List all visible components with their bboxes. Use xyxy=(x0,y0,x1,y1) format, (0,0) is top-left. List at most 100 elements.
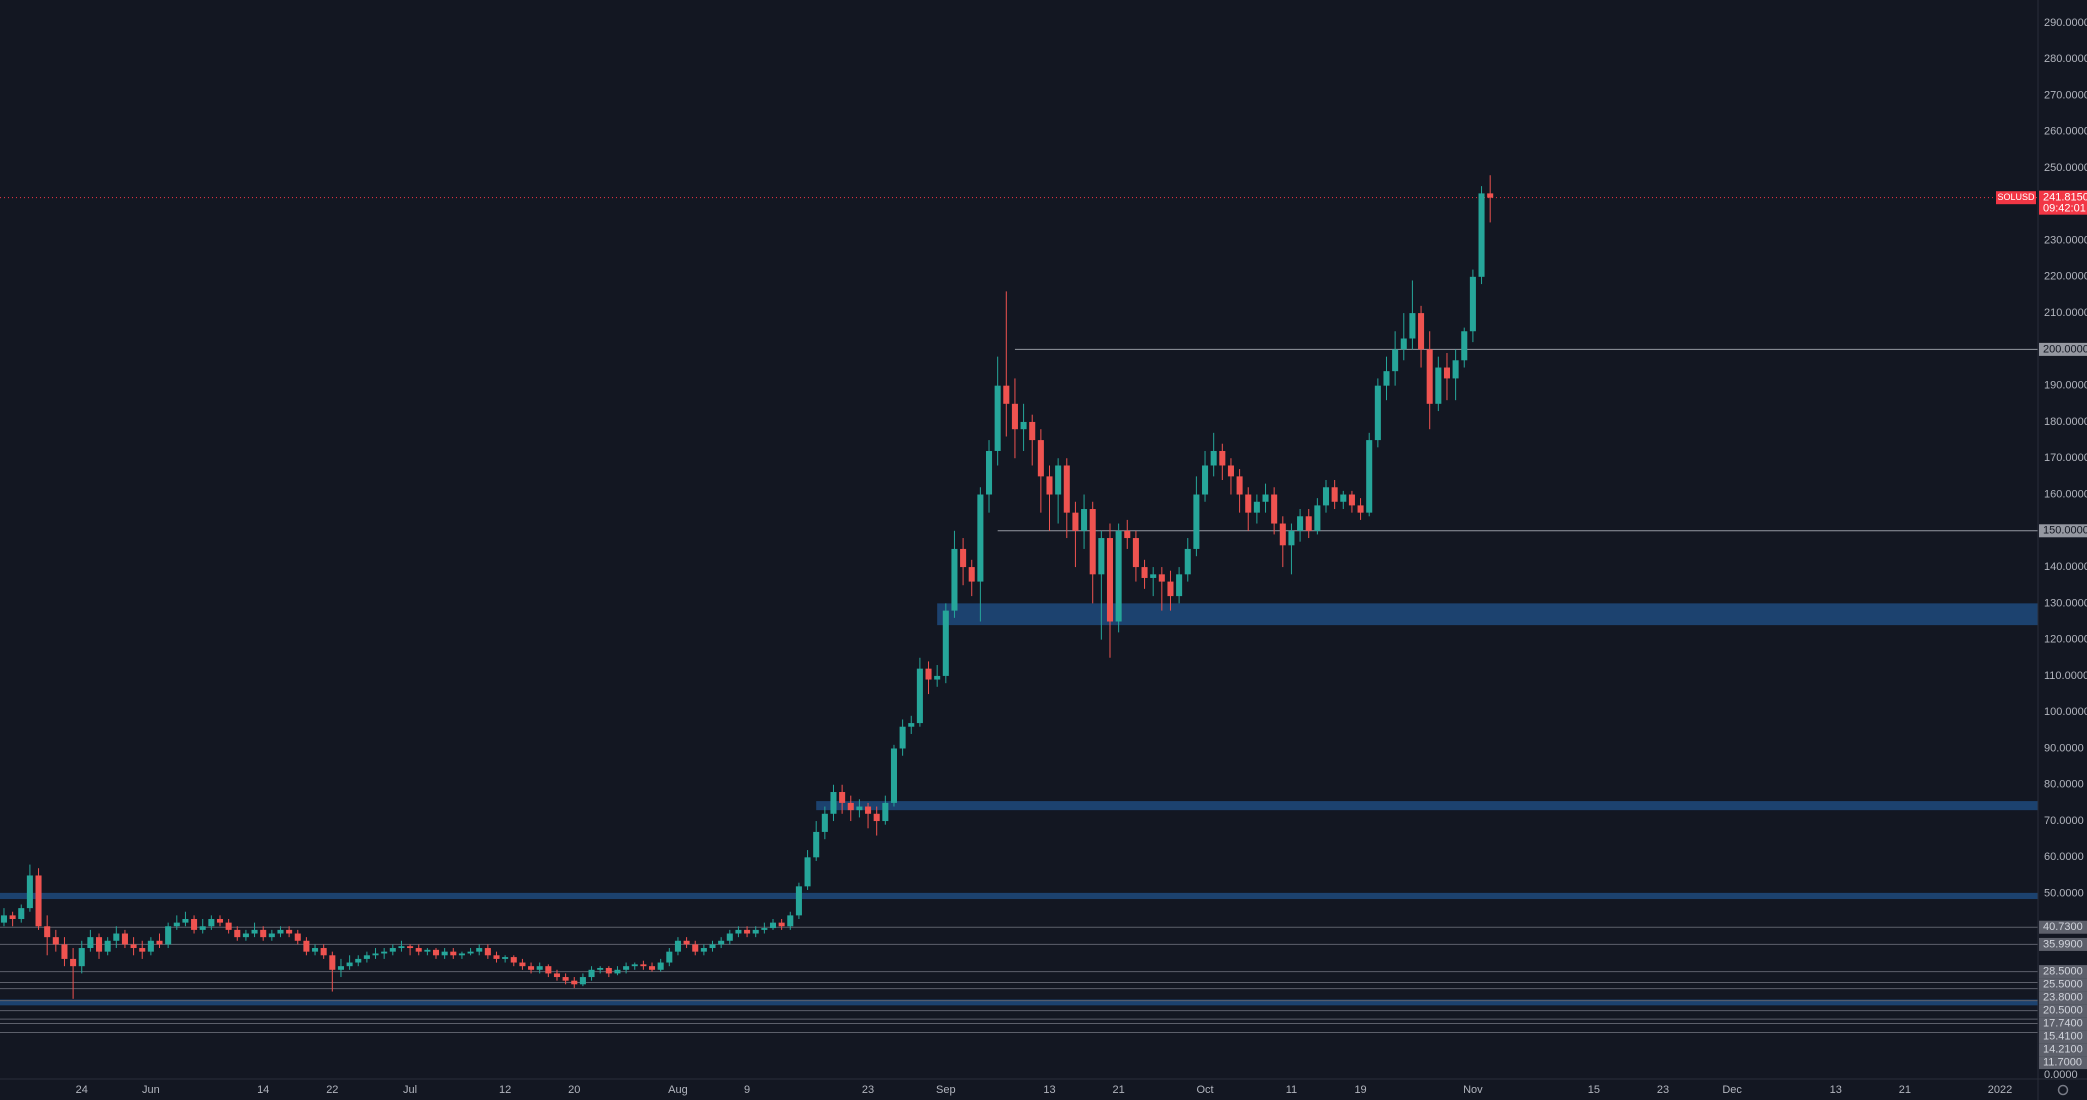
candle-body xyxy=(899,726,906,749)
candle-body xyxy=(1081,509,1088,531)
candle-body xyxy=(1236,476,1243,495)
candle-body xyxy=(813,831,820,858)
y-tick-label: 70.0000 xyxy=(2044,815,2084,827)
candle-body xyxy=(1253,501,1260,513)
candle-body xyxy=(372,953,379,956)
candle-body xyxy=(674,940,681,952)
x-tick-label: Jul xyxy=(403,1084,417,1096)
candle-body xyxy=(1469,276,1476,332)
candle-body xyxy=(450,951,457,956)
candle-body xyxy=(286,929,293,934)
y-tick-label: 110.0000 xyxy=(2044,670,2087,682)
candle-body xyxy=(908,723,915,727)
candle-body xyxy=(1348,494,1355,506)
y-tick-label: 180.0000 xyxy=(2044,416,2087,428)
level-label: 150.0000 xyxy=(2043,525,2087,537)
candle-body xyxy=(191,919,198,930)
candle-body xyxy=(407,946,414,949)
candle-body xyxy=(182,919,189,923)
settings-icon[interactable] xyxy=(2057,1084,2069,1096)
candle-body xyxy=(873,813,880,822)
candle-body xyxy=(847,802,854,811)
x-tick-label: 22 xyxy=(326,1084,338,1096)
candle-body xyxy=(35,875,42,927)
y-tick-label: 190.0000 xyxy=(2044,380,2087,392)
x-tick-label: 13 xyxy=(1830,1084,1842,1096)
level-label-box xyxy=(2039,1043,2087,1057)
candle-body xyxy=(528,966,535,970)
candle-body xyxy=(942,610,949,676)
candle-body xyxy=(303,940,310,952)
x-tick-label: 13 xyxy=(1043,1084,1055,1096)
candle-body xyxy=(1340,494,1347,502)
candle-body xyxy=(1487,193,1494,198)
candle-body xyxy=(890,748,897,803)
candle-body xyxy=(1003,385,1010,404)
candle-body xyxy=(44,926,51,938)
levels xyxy=(0,197,2038,1034)
candle-body xyxy=(1418,313,1425,350)
y-tick-label: 270.0000 xyxy=(2044,89,2087,101)
symbol-label: SOLUSD xyxy=(1997,192,2035,202)
candle-body xyxy=(260,929,267,938)
candle-body xyxy=(476,948,483,952)
x-tick-label: Oct xyxy=(1196,1084,1213,1096)
candle-body xyxy=(1383,371,1390,386)
level-label-box xyxy=(2039,978,2087,992)
settings-gear[interactable] xyxy=(2057,1084,2069,1096)
candle-body xyxy=(1245,494,1252,513)
candle-body xyxy=(337,966,344,970)
candle-body xyxy=(1227,465,1234,477)
candle-body xyxy=(787,915,794,927)
candle-body xyxy=(536,966,543,970)
level-label: 25.5000 xyxy=(2043,979,2083,991)
candle-body xyxy=(467,951,474,954)
candle-body xyxy=(1452,360,1459,379)
candle-body xyxy=(934,675,941,680)
level-label: 23.8000 xyxy=(2043,992,2083,1004)
candle-body xyxy=(104,940,111,952)
candle-body xyxy=(605,967,612,974)
candle-body xyxy=(683,940,690,945)
candle-body xyxy=(484,948,491,956)
x-tick-label: Dec xyxy=(1722,1084,1742,1096)
candle-body xyxy=(1271,494,1278,524)
x-tick-label: Sep xyxy=(936,1084,956,1096)
candle-body xyxy=(424,949,431,952)
level-label: 20.5000 xyxy=(2043,1005,2083,1017)
candle-body xyxy=(1443,367,1450,379)
candle-body xyxy=(52,937,59,945)
candle-body xyxy=(597,967,604,970)
candle-body xyxy=(1400,338,1407,350)
candle-body xyxy=(173,922,180,927)
y-tick-label: 80.0000 xyxy=(2044,779,2084,791)
candle-body xyxy=(744,929,751,934)
y-tick-label: 250.0000 xyxy=(2044,162,2087,174)
candle-body xyxy=(666,951,673,963)
x-tick-label: 23 xyxy=(862,1084,874,1096)
candle-body xyxy=(778,922,785,927)
candle-body xyxy=(1366,440,1373,513)
candle-body xyxy=(251,929,258,934)
candle-body xyxy=(1322,487,1330,506)
level-label: 14.2100 xyxy=(2043,1044,2083,1056)
x-tick-label: 2022 xyxy=(1988,1084,2012,1096)
x-tick-label: 20 xyxy=(568,1084,580,1096)
candle-body xyxy=(1141,567,1148,578)
candle-body xyxy=(1176,574,1183,597)
candle-body xyxy=(432,949,440,956)
candle-body xyxy=(795,886,802,916)
candle-body xyxy=(1435,367,1442,404)
support-zone xyxy=(0,892,2038,900)
candle-body xyxy=(9,915,16,920)
candle-body xyxy=(916,668,923,724)
level-label-box xyxy=(2039,920,2087,934)
candle-body xyxy=(1115,530,1122,622)
candle-body xyxy=(1305,516,1312,531)
candle-body xyxy=(1314,505,1321,531)
candle-body xyxy=(968,567,975,582)
level-label: 15.4100 xyxy=(2043,1031,2083,1043)
candle-body xyxy=(329,955,336,970)
